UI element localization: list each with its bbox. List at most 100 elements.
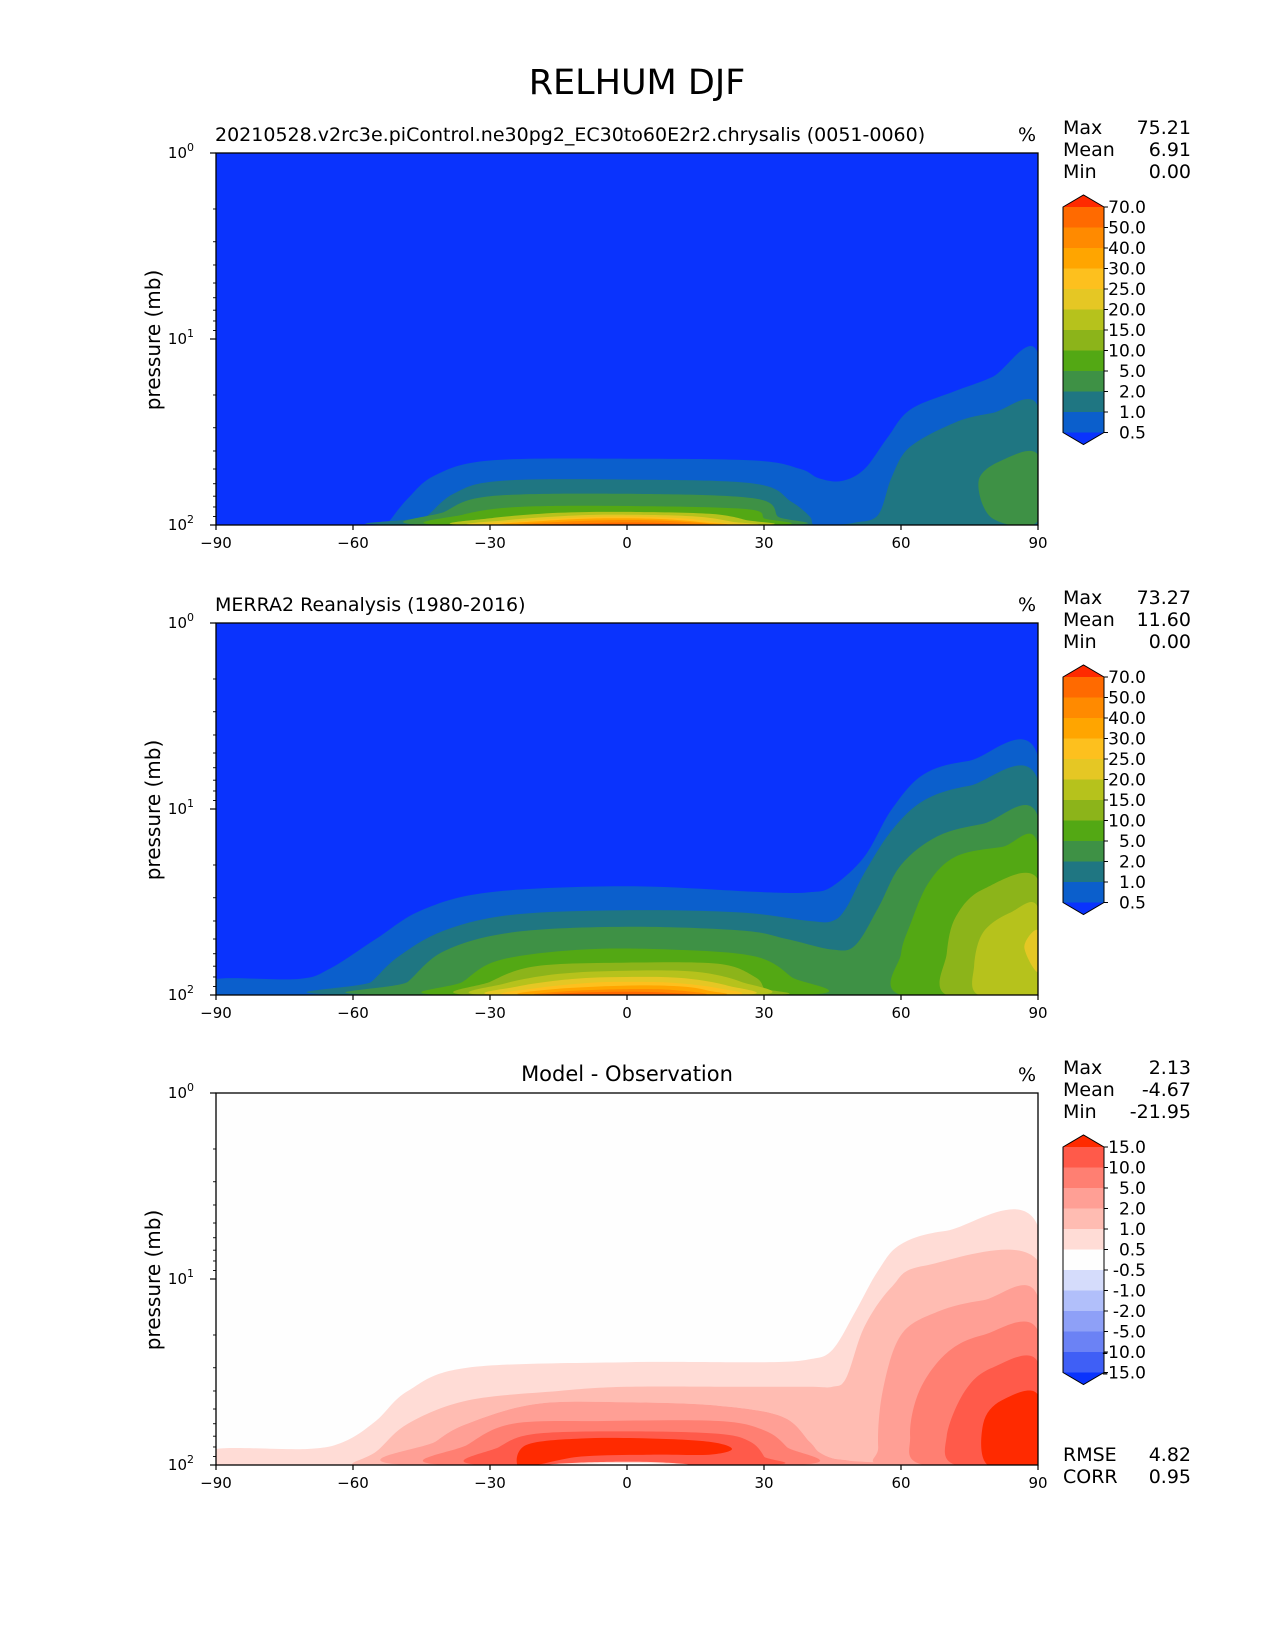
- contour-region: [978, 450, 1038, 525]
- stat-max-label: Max: [1063, 587, 1102, 609]
- contour-region: [365, 399, 1038, 525]
- colorbar-extend-min: [1063, 902, 1104, 915]
- colorbar: 70.050.040.030.025.020.015.010.05.02.01.…: [1062, 194, 1146, 446]
- colorbar-band: [1063, 1167, 1104, 1189]
- y-tick-label: 100: [168, 1081, 194, 1102]
- colorbar-tick-label: 10.0: [1108, 812, 1146, 832]
- stat-mean-label: Mean: [1063, 139, 1115, 161]
- stat-rmse-label: RMSE: [1063, 1444, 1117, 1466]
- colorbar-band: [1063, 718, 1104, 739]
- colorbar-tick-label: -15.0: [1102, 1364, 1146, 1384]
- x-tick-label: −30: [474, 534, 506, 552]
- colorbar-band: [1063, 1147, 1104, 1168]
- figure-title: RELHUM DJF: [529, 63, 746, 103]
- x-tick-label: −60: [337, 1474, 369, 1492]
- units-label: %: [1018, 1064, 1036, 1086]
- panel-title: MERRA2 Reanalysis (1980-2016): [215, 594, 526, 616]
- x-tick-label: 90: [1028, 1004, 1047, 1022]
- contour-region: [972, 902, 1038, 995]
- x-tick-label: 60: [891, 534, 910, 552]
- colorbar-band: [1063, 1352, 1104, 1373]
- colorbar-band: [1063, 1331, 1104, 1353]
- stat-min-label: Min: [1063, 631, 1097, 653]
- stat-rmse-value: 4.82: [1149, 1444, 1191, 1466]
- colorbar-tick-label: 0.5: [1119, 1241, 1146, 1261]
- y-tick-label: 102: [168, 983, 194, 1004]
- colorbar-tick-label: 25.0: [1108, 280, 1146, 300]
- colorbar-band: [1063, 1270, 1104, 1291]
- stat-min-label: Min: [1063, 1101, 1097, 1123]
- colorbar-band: [1063, 289, 1104, 310]
- contour-fills: [216, 1209, 1038, 1465]
- contour-fills: [216, 739, 1038, 995]
- y-tick-label: 101: [168, 1267, 194, 1288]
- colorbar-band: [1063, 350, 1104, 372]
- colorbar-tick-label: 50.0: [1108, 689, 1146, 709]
- y-tick-label: 100: [168, 141, 194, 162]
- colorbar-tick-label: 50.0: [1108, 219, 1146, 239]
- panel-title: 20210528.v2rc3e.piControl.ne30pg2_EC30to…: [215, 124, 925, 146]
- colorbar-tick-label: 10.0: [1108, 1159, 1146, 1179]
- colorbar-tick-label: 40.0: [1108, 709, 1146, 729]
- stat-mean-value: -4.67: [1142, 1079, 1191, 1101]
- x-tick-label: 60: [891, 1004, 910, 1022]
- colorbar-tick-label: 30.0: [1108, 260, 1146, 280]
- x-tick-label: 0: [622, 534, 632, 552]
- contour-region: [345, 805, 1038, 995]
- colorbar-band: [1063, 841, 1104, 862]
- colorbar-extend-min: [1063, 1372, 1104, 1385]
- stat-min-value: 0.00: [1149, 631, 1191, 653]
- colorbar-extend-max: [1063, 1135, 1104, 1147]
- colorbar-extend-min: [1063, 432, 1104, 445]
- colorbar-band: [1063, 309, 1104, 331]
- colorbar-tick-label: 70.0: [1108, 668, 1146, 688]
- colorbar-band: [1063, 412, 1104, 433]
- colorbar-tick-label: 2.0: [1119, 1200, 1146, 1220]
- units-label: %: [1018, 124, 1036, 146]
- colorbar-band: [1063, 1229, 1104, 1250]
- colorbar-band: [1063, 227, 1104, 249]
- contour-region: [544, 991, 697, 995]
- x-tick-label: 90: [1028, 1474, 1047, 1492]
- y-tick-label: 100: [168, 611, 194, 632]
- x-tick-label: −30: [474, 1474, 506, 1492]
- colorbar-band: [1063, 391, 1104, 413]
- stat-min-label: Min: [1063, 161, 1097, 183]
- stat-min-value: 0.00: [1149, 161, 1191, 183]
- colorbar-extend-max: [1063, 195, 1104, 207]
- stat-max-value: 73.27: [1137, 587, 1191, 609]
- stat-mean-label: Mean: [1063, 609, 1115, 631]
- colorbar-tick-label: 15.0: [1108, 321, 1146, 341]
- colorbar-tick-label: -10.0: [1102, 1343, 1146, 1363]
- colorbar-tick-label: 2.0: [1119, 383, 1146, 403]
- stat-corr-value: 0.95: [1149, 1466, 1191, 1488]
- x-tick-label: −60: [337, 1004, 369, 1022]
- colorbar-band: [1063, 861, 1104, 883]
- colorbar-tick-label: 20.0: [1108, 771, 1146, 791]
- colorbar-band: [1063, 1188, 1104, 1209]
- contour-fills: [216, 346, 1038, 525]
- colorbar-band: [1063, 677, 1104, 698]
- colorbar-band: [1063, 697, 1104, 719]
- colorbar-band: [1063, 371, 1104, 392]
- x-tick-label: −90: [200, 1474, 232, 1492]
- x-tick-label: −90: [200, 534, 232, 552]
- x-tick-label: −90: [200, 1004, 232, 1022]
- colorbar-band: [1063, 1208, 1104, 1230]
- colorbar-tick-label: -1.0: [1113, 1282, 1146, 1302]
- y-tick-label: 101: [168, 327, 194, 348]
- y-axis-label: pressure (mb): [141, 740, 165, 881]
- colorbar-band: [1063, 759, 1104, 780]
- x-tick-label: 0: [622, 1474, 632, 1492]
- x-tick-label: −60: [337, 534, 369, 552]
- colorbar-tick-label: 5.0: [1119, 832, 1146, 852]
- x-tick-label: 90: [1028, 534, 1047, 552]
- colorbar-tick-label: 0.5: [1119, 424, 1146, 444]
- colorbar: 15.010.05.02.01.00.5-0.5-1.0-2.0-5.0-10.…: [1062, 1134, 1146, 1386]
- units-label: %: [1018, 594, 1036, 616]
- y-tick-label: 102: [168, 1453, 194, 1474]
- panel-observation: MERRA2 Reanalysis (1980-2016) % Max 73.2…: [141, 587, 1191, 1022]
- colorbar-band: [1063, 1249, 1104, 1271]
- contour-region: [1024, 929, 1038, 972]
- colorbar-band: [1063, 882, 1104, 903]
